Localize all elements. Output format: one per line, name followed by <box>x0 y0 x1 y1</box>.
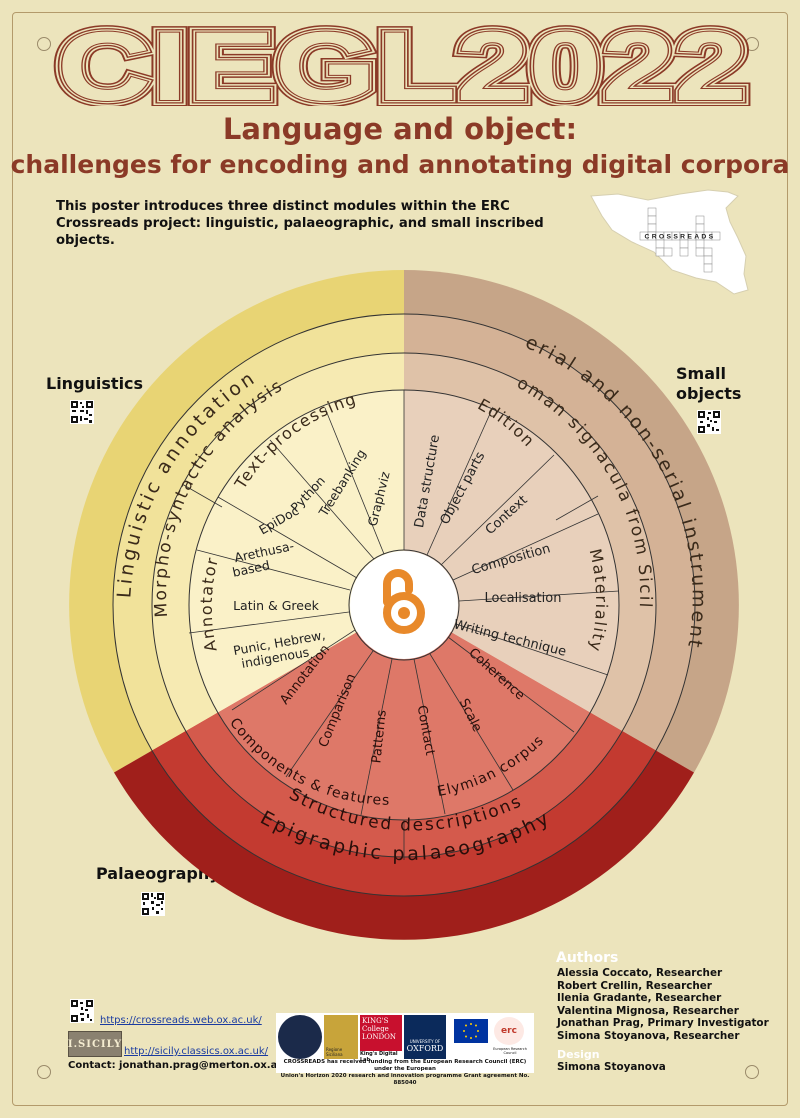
qr-code-icon[interactable] <box>70 999 94 1023</box>
isicily-link[interactable]: http://sicily.classics.ox.ac.uk/ <box>124 1046 269 1057</box>
author-item: Alessia Coccato, Researcher <box>557 967 723 979</box>
regione-text: Regione Siciliana <box>326 1047 343 1057</box>
corner-mark <box>745 37 759 51</box>
module-label-linguistics: Linguistics <box>46 374 144 393</box>
erc-logo: erc <box>494 1017 524 1045</box>
funding-box: Regione Siciliana KING'S College LONDON … <box>276 1013 534 1086</box>
erc-small-text: European Research Council <box>493 1047 527 1055</box>
designer-name: Simona Stoyanova <box>557 1061 666 1073</box>
contact-email: Contact: jonathan.prag@merton.ox.ac.uk <box>68 1060 301 1071</box>
eu-flag-icon <box>454 1019 488 1043</box>
module-label-palaeography: Palaeography <box>96 864 220 883</box>
isicily-logo: I.SICILY <box>68 1031 122 1057</box>
author-item: Valentina Mignosa, Researcher <box>557 1004 739 1017</box>
erc-text: erc <box>501 1026 517 1036</box>
logo-stroke-mid: CIEGL2022 <box>57 14 747 106</box>
authors-list: Alessia Coccato, Researcher Robert Crell… <box>557 967 769 1043</box>
qr-code-icon[interactable] <box>141 892 165 916</box>
funding-line: Union's Horizon 2020 research and innova… <box>280 1073 530 1086</box>
poster-frame <box>12 12 788 1106</box>
conference-logo: CIEGL2022 CIEGL2022 CIEGL2022 CIEGL2022 … <box>51 14 754 106</box>
author-item: Robert Crellin, Researcher <box>557 979 712 992</box>
logo-stroke-outer: CIEGL2022 <box>57 14 747 106</box>
author-item: Simona Stoyanova, Researcher <box>557 1029 740 1042</box>
sicily-map: CROSSREADS <box>590 189 749 295</box>
kings-college-logo: KING'S College LONDON <box>360 1015 402 1051</box>
regione-logo: Regione Siciliana <box>324 1015 358 1059</box>
intro-text: This poster introduces three distinct mo… <box>56 199 544 248</box>
design-heading: Design <box>557 1048 600 1061</box>
poster-title: Language and object: <box>222 112 578 146</box>
author-item: Ilenia Gradante, Researcher <box>557 992 722 1005</box>
university-seal-logo <box>278 1015 322 1059</box>
oxford-small-text: UNIVERSITY OF <box>409 1039 441 1044</box>
funding-text: CROSSREADS has received funding from the… <box>276 1059 534 1087</box>
logo-stroke-inner: CIEGL2022 <box>57 14 747 106</box>
crossreads-link[interactable]: https://crossreads.web.ox.ac.uk/ <box>100 1015 262 1026</box>
crossword-word: CROSSREADS <box>645 234 716 241</box>
module-label-small-objects: Small objects <box>676 364 742 403</box>
logo-fill: CIEGL2022 <box>57 14 747 106</box>
author-item: Jonathan Prag, Primary Investigator <box>557 1017 769 1030</box>
sicily-shape <box>590 189 749 295</box>
corner-mark <box>37 37 51 51</box>
qr-code-icon[interactable] <box>70 400 94 424</box>
isicily-logo-text: I.SICILY <box>67 1038 123 1050</box>
corner-mark <box>745 1065 759 1079</box>
authors-heading: Authors <box>556 950 619 966</box>
logo-stroke-gap2: CIEGL2022 <box>57 14 747 106</box>
qr-code-icon[interactable] <box>697 410 721 434</box>
oxford-text: OXFORD <box>406 1044 444 1053</box>
logo-stroke-gap1: CIEGL2022 <box>57 14 747 106</box>
poster-subtitle: challenges for encoding and annotating d… <box>10 150 790 179</box>
funding-line: CROSSREADS has received funding from the… <box>283 1059 527 1072</box>
oxford-logo: UNIVERSITY OF OXFORD <box>404 1015 446 1059</box>
kings-lab-text: King's Digital Lab <box>360 1051 398 1063</box>
corner-mark <box>37 1065 51 1079</box>
